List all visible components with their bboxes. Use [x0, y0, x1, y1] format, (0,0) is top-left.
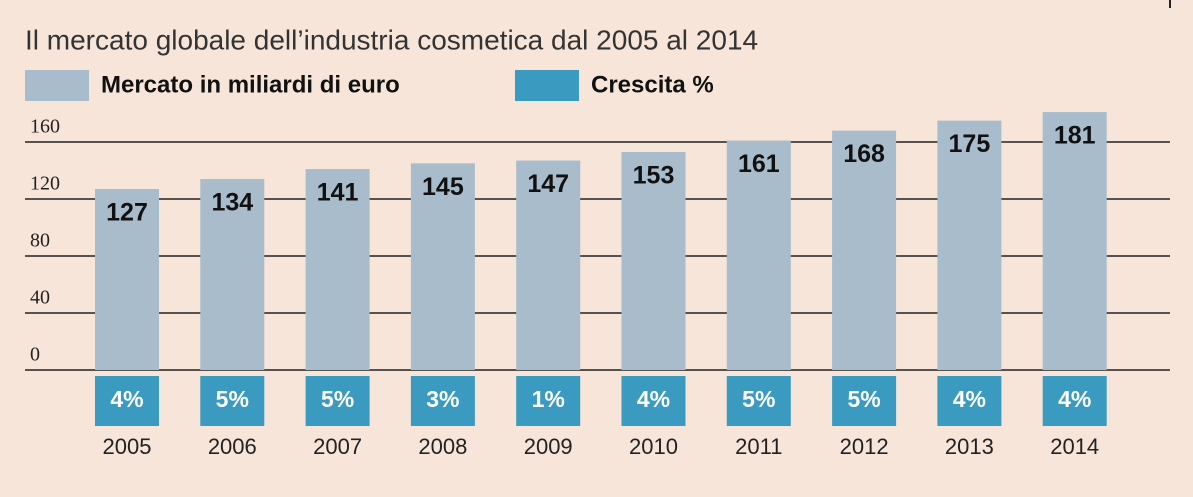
- value-label: 181: [1054, 122, 1096, 150]
- growth-label: 3%: [426, 386, 459, 412]
- growth-box: [95, 376, 159, 426]
- legend-swatch: [515, 70, 579, 101]
- x-tick-label: 2007: [313, 434, 362, 459]
- growth-label: 4%: [110, 386, 143, 412]
- x-tick-label: 2008: [418, 434, 467, 459]
- x-tick-label: 2012: [840, 434, 889, 459]
- growth-label: 4%: [637, 386, 670, 412]
- growth-box: [516, 376, 581, 426]
- growth-box: [410, 376, 475, 426]
- bar: [726, 140, 791, 370]
- x-tick-label: 2006: [208, 434, 257, 459]
- value-label: 175: [949, 130, 991, 158]
- y-tick-label: 0: [30, 344, 40, 366]
- x-tick-label: 2013: [945, 434, 994, 459]
- bar: [1042, 112, 1107, 370]
- bar: [937, 120, 1002, 370]
- growth-label: 1%: [532, 386, 565, 412]
- chart-title: Il mercato globale dell’industria cosmet…: [25, 24, 758, 55]
- growth-box: [1042, 376, 1107, 426]
- bar: [410, 163, 475, 370]
- x-tick-label: 2011: [735, 434, 782, 459]
- legend-swatch: [25, 70, 89, 101]
- value-label: 141: [317, 179, 359, 207]
- y-tick-label: 40: [30, 287, 50, 309]
- bar: [832, 130, 897, 370]
- bar: [516, 160, 581, 370]
- legend-label: Mercato in miliardi di euro: [101, 71, 400, 98]
- bar: [621, 151, 686, 370]
- growth-label: 4%: [1058, 386, 1091, 412]
- y-tick-label: 160: [30, 116, 60, 138]
- bar: [200, 179, 265, 370]
- growth-label: 5%: [847, 386, 880, 412]
- bar: [305, 169, 370, 370]
- value-label: 168: [843, 140, 885, 168]
- x-tick-label: 2010: [629, 434, 678, 459]
- value-label: 161: [738, 150, 780, 178]
- x-tick-label: 2009: [524, 434, 573, 459]
- growth-label: 4%: [953, 386, 986, 412]
- growth-label: 5%: [216, 386, 249, 412]
- growth-label: 5%: [742, 386, 775, 412]
- growth-box: [832, 376, 897, 426]
- growth-box: [200, 376, 265, 426]
- value-label: 145: [422, 173, 464, 201]
- value-label: 153: [633, 162, 675, 190]
- x-tick-label: 2005: [103, 434, 152, 459]
- legend-label: Crescita %: [591, 71, 714, 98]
- growth-box: [621, 376, 686, 426]
- value-label: 147: [527, 170, 569, 198]
- y-tick-label: 120: [30, 173, 60, 195]
- y-tick-label: 80: [30, 230, 50, 252]
- growth-box: [726, 376, 791, 426]
- value-label: 127: [106, 199, 148, 227]
- value-label: 134: [211, 189, 253, 217]
- x-tick-label: 2014: [1050, 434, 1099, 459]
- bar: [95, 189, 159, 370]
- growth-box: [937, 376, 1002, 426]
- growth-label: 5%: [321, 386, 354, 412]
- growth-box: [305, 376, 370, 426]
